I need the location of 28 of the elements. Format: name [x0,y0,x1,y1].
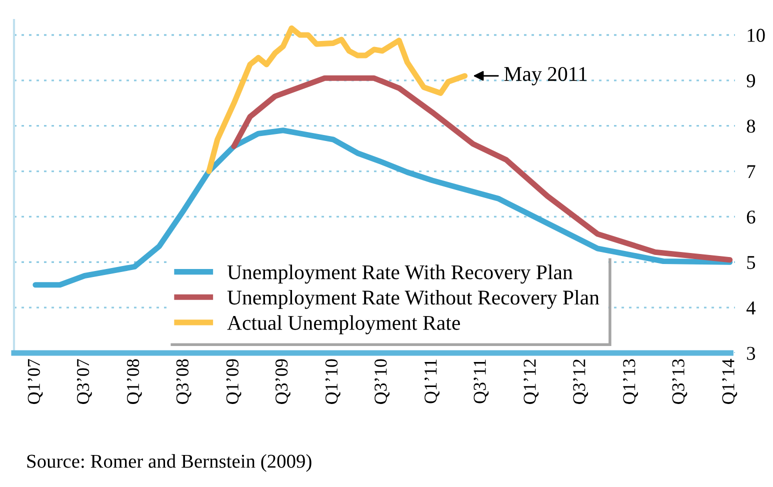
x-tick-label: Q1’08 [126,359,142,404]
legend-label: Unemployment Rate With Recovery Plan [227,264,573,284]
x-tick-label: Q1’09 [226,359,242,404]
y-tick-label: 3 [747,346,756,360]
y-tick-label: 6 [746,210,756,224]
x-tick-label: Q1’07 [28,359,43,404]
x-tick-label: Q1’11 [424,360,440,404]
source-note: Source: Romer and Bernstein (2009) [27,454,312,472]
x-tick-label: Q1’13 [623,359,638,404]
y-tick-label: 8 [746,120,756,133]
x-tick-label: Q1’10 [325,359,340,404]
x-tick-label: Q3’12 [573,360,588,404]
y-tick-label: 4 [746,302,756,314]
x-tick-label: Q3’10 [374,359,390,404]
annotation: May 2011 [504,66,587,86]
y-tick-label: 5 [747,256,756,270]
legend-label: Actual Unemployment Rate [227,315,460,334]
x-tick-label: Q3’09 [275,359,290,404]
x-tick-label: Q1’14 [722,358,738,404]
y-tick-label: 10 [748,28,765,42]
x-tick-label: Q3’07 [76,359,92,404]
x-tick-label: Q1’12 [524,360,539,404]
x-tick-label: Q3’11 [474,360,489,404]
x-tick-label: Q3’08 [176,359,192,404]
y-tick-label: 9 [746,74,756,88]
legend-label: Unemployment Rate Without Recovery Plan [227,290,600,309]
x-tick-label: Q3’13 [672,359,688,404]
y-tick-label: 7 [747,165,756,178]
